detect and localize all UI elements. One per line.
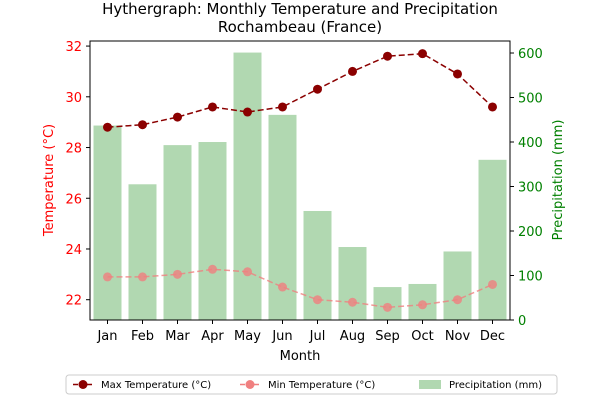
precip-bar-apr — [198, 142, 227, 320]
y-right-tick-label-400: 400 — [518, 136, 543, 151]
chart-subtitle: Rochambeau (France) — [218, 18, 382, 36]
min-temp-point-may — [243, 267, 252, 277]
precipitation-bars — [93, 52, 507, 321]
chart-title: Hythergraph: Monthly Temperature and Pre… — [102, 0, 498, 18]
x-tick-label-feb: Feb — [131, 329, 154, 344]
max-temp-point-apr — [208, 102, 217, 112]
x-tick-label-apr: Apr — [201, 329, 224, 344]
precip-bar-may — [233, 52, 262, 321]
min-temp-line — [107, 268, 493, 309]
max-temp-point-jan — [103, 122, 112, 132]
legend-min-temp-marker — [245, 380, 255, 389]
min-temp-point-aug — [348, 297, 357, 307]
min-temp-point-mar — [173, 269, 182, 279]
max-temp-point-jul — [313, 84, 322, 94]
x-tick-label-sep: Sep — [375, 329, 400, 344]
max-temp-point-nov — [453, 69, 462, 79]
y-right-tick-label-100: 100 — [518, 270, 543, 285]
x-axis-title: Month — [280, 349, 321, 364]
min-temp-point-sep — [383, 302, 392, 312]
max-temp-line — [107, 52, 494, 128]
y-right-tick-label-500: 500 — [518, 92, 543, 107]
max-temp-point-aug — [348, 66, 357, 76]
x-tick-label-oct: Oct — [411, 329, 433, 344]
y-axis-left-title: Temperature (°C) — [42, 124, 57, 237]
legend: Max Temperature (°C) Min Temperature (°C)… — [65, 374, 558, 395]
x-tick-label-jun: Jun — [271, 329, 292, 344]
y-left-tick-label-24: 24 — [65, 243, 82, 258]
y-left-tick-label-26: 26 — [65, 192, 82, 207]
precip-bar-dec — [478, 159, 507, 320]
precip-bar-aug — [338, 247, 367, 320]
max-temperature-series — [103, 49, 497, 132]
min-temp-point-feb — [138, 272, 147, 282]
y-axis-right: 0 100 200 300 400 500 600 — [510, 47, 543, 329]
y-right-tick-label-300: 300 — [518, 181, 543, 196]
min-temp-point-nov — [453, 295, 462, 305]
legend-max-temp-marker — [78, 380, 88, 389]
x-tick-label-mar: Mar — [165, 329, 190, 344]
legend-precip-label: Precipitation (mm) — [449, 380, 542, 391]
min-temp-point-jan — [103, 272, 112, 282]
y-left-tick-label-28: 28 — [65, 142, 82, 157]
legend-frame — [65, 374, 558, 395]
max-temp-point-feb — [138, 120, 147, 130]
x-axis: Jan Feb Mar Apr May Jun Jul Aug Sep Oct Nov Dec — [96, 320, 505, 344]
min-temp-point-apr — [208, 264, 217, 274]
legend-precip-swatch — [419, 380, 441, 389]
y-left-tick-label-22: 22 — [65, 294, 82, 309]
max-temp-point-may — [243, 107, 252, 117]
min-temp-point-jun — [278, 282, 287, 292]
precip-bar-jan — [93, 125, 122, 320]
precip-bar-mar — [163, 145, 192, 320]
x-tick-label-jan: Jan — [96, 329, 117, 344]
y-right-tick-label-600: 600 — [518, 47, 543, 62]
x-tick-label-dec: Dec — [480, 329, 505, 344]
x-tick-label-may: May — [234, 329, 261, 344]
min-temp-point-dec — [488, 279, 497, 289]
y-axis-left: 22 24 26 28 30 32 — [65, 40, 90, 309]
y-axis-right-title: Precipitation (mm) — [551, 120, 566, 241]
max-temp-point-jun — [278, 102, 287, 112]
y-left-tick-label-32: 32 — [65, 40, 82, 55]
precip-bar-nov — [443, 251, 472, 320]
x-tick-label-jul: Jul — [309, 329, 326, 344]
y-right-tick-label-200: 200 — [518, 225, 543, 240]
min-temperature-series — [103, 264, 497, 312]
legend-max-temp-label: Max Temperature (°C) — [101, 380, 211, 391]
legend-min-temp-label: Min Temperature (°C) — [268, 380, 375, 391]
min-temp-point-jul — [313, 295, 322, 305]
legend-items: Max Temperature (°C) Min Temperature (°C)… — [73, 380, 542, 391]
max-temp-point-dec — [488, 102, 497, 112]
x-tick-label-aug: Aug — [340, 329, 365, 344]
precip-bar-feb — [128, 184, 157, 320]
y-right-tick-label-0: 0 — [518, 314, 526, 329]
max-temp-point-sep — [383, 51, 392, 61]
max-temp-point-oct — [418, 49, 427, 59]
max-temp-point-mar — [173, 112, 182, 122]
y-left-tick-label-30: 30 — [65, 91, 82, 106]
plot-area-frame — [89, 40, 511, 321]
x-tick-label-nov: Nov — [445, 329, 471, 344]
min-temp-point-oct — [418, 300, 427, 310]
